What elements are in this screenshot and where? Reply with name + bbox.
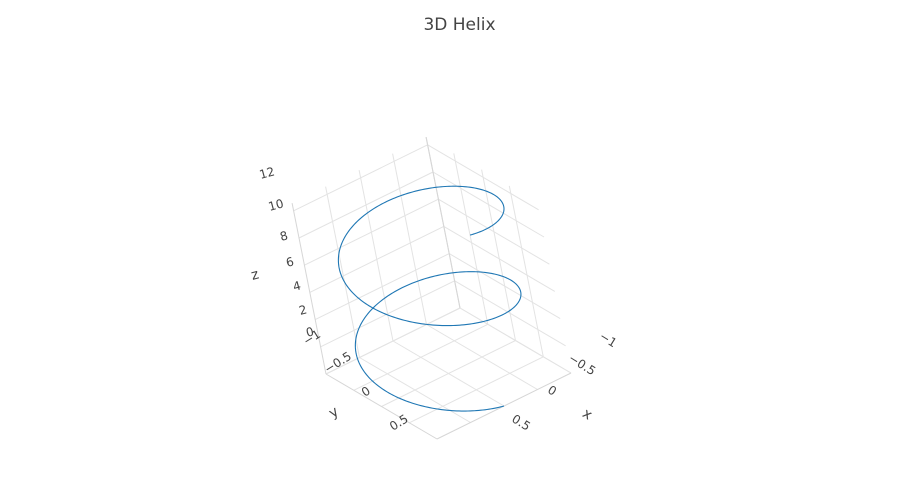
side-wall-grid-line xyxy=(325,186,360,358)
back-wall-grid-line xyxy=(448,253,561,320)
x-axis-label: x xyxy=(579,406,595,424)
back-wall-grid-line xyxy=(438,198,550,265)
z-axis-ticks: 0 2 4 6 8 10 12 xyxy=(258,164,316,339)
z-tick-label: 0 xyxy=(304,324,315,340)
y-tick-label: −0.5 xyxy=(322,349,354,376)
back-wall-grid-line xyxy=(508,185,544,357)
z-tick-label: 4 xyxy=(291,278,302,294)
chart-title: 3D Helix xyxy=(423,15,495,35)
side-wall-grid-line xyxy=(293,144,428,212)
x-axis-line xyxy=(325,373,438,440)
side-wall-grid-line xyxy=(314,253,450,321)
back-wall-grid-line xyxy=(454,280,566,347)
z-tick-label: 12 xyxy=(258,164,276,181)
floor-grid-line xyxy=(359,357,471,423)
helix-trace-group xyxy=(337,185,522,412)
side-wall-grid-line xyxy=(392,153,427,325)
side-wall-grid-line xyxy=(304,198,439,266)
side-wall-grid-line xyxy=(298,171,434,239)
back-wall-grid-line xyxy=(459,307,572,374)
z-axis-line xyxy=(291,203,327,375)
back-wall-grid-line xyxy=(453,153,489,325)
y-tick-label: 0 xyxy=(359,384,373,400)
side-wall-grid-line xyxy=(320,280,455,348)
grid-lines xyxy=(293,137,572,424)
side-wall-grid-line xyxy=(309,225,445,293)
z-tick-label: 8 xyxy=(278,228,289,244)
y-tick-label: 0.5 xyxy=(387,412,411,434)
back-wall-grid-line xyxy=(481,169,516,341)
y-axis-label: y xyxy=(326,404,342,422)
back-wall-grid-line xyxy=(432,171,545,238)
z-tick-label: 6 xyxy=(284,254,295,270)
back-wall-grid-line xyxy=(427,144,539,211)
floor-grid-line xyxy=(392,340,505,407)
floor-grid-line xyxy=(426,324,538,390)
z-tick-label: 2 xyxy=(297,302,308,318)
z-tick-label: 10 xyxy=(267,196,285,213)
axis-lines xyxy=(291,137,572,440)
helix-line xyxy=(337,185,522,412)
side-wall-grid-line xyxy=(358,170,394,342)
x-tick-label: −1 xyxy=(597,329,619,350)
x-tick-label: −0.5 xyxy=(566,351,598,378)
back-edge-line xyxy=(425,137,461,309)
side-wall-grid-line xyxy=(325,307,461,375)
z-axis-label: z xyxy=(249,266,260,283)
back-wall-grid-line xyxy=(443,225,556,292)
x-tick-label: 0.5 xyxy=(509,412,533,434)
